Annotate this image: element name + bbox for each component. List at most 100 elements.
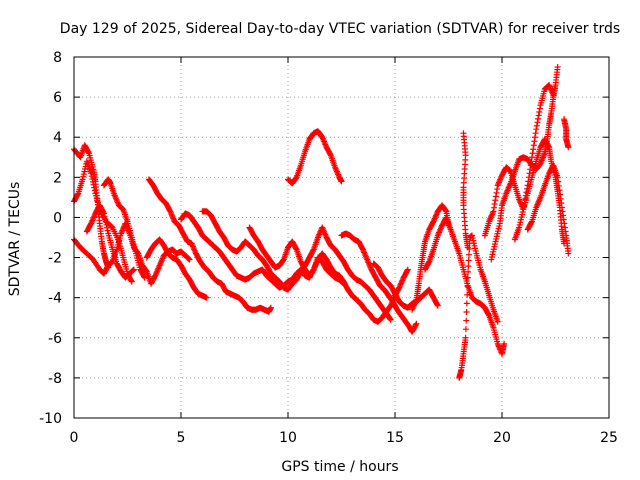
data-point-marker xyxy=(463,308,470,315)
data-point-marker xyxy=(527,166,534,173)
series-track-p xyxy=(456,232,501,381)
data-point-marker xyxy=(425,259,432,266)
series-track-e xyxy=(100,176,148,281)
y-tick-label: -4 xyxy=(48,291,62,307)
data-point-marker xyxy=(310,247,317,254)
data-point-marker xyxy=(550,92,557,99)
data-point-marker xyxy=(88,170,95,177)
data-point-marker xyxy=(74,191,81,198)
x-tick-label: 25 xyxy=(600,430,618,446)
data-markers xyxy=(71,64,572,381)
series-track-r xyxy=(488,64,561,263)
data-point-marker xyxy=(128,277,135,284)
data-point-marker xyxy=(91,184,98,191)
data-point-marker xyxy=(490,208,497,215)
y-tick-label: -10 xyxy=(39,411,62,427)
data-point-marker xyxy=(89,176,96,183)
data-point-marker xyxy=(413,320,420,327)
series-track-k xyxy=(285,128,345,187)
x-tick-label: 10 xyxy=(279,430,297,446)
data-point-marker xyxy=(555,178,562,185)
data-point-marker xyxy=(530,142,537,149)
data-point-marker xyxy=(559,208,566,215)
data-point-marker xyxy=(186,256,193,263)
x-tick-label: 15 xyxy=(386,430,404,446)
data-point-marker xyxy=(338,178,345,185)
data-point-marker xyxy=(493,189,500,196)
y-tick-label: 2 xyxy=(53,170,62,186)
series-track-v xyxy=(561,116,572,151)
data-point-marker xyxy=(492,197,499,204)
x-tick-label: 5 xyxy=(177,430,186,446)
y-tick-label: 4 xyxy=(53,130,62,146)
data-point-marker xyxy=(536,105,543,112)
data-point-marker xyxy=(465,268,472,275)
data-point-marker xyxy=(141,274,148,281)
data-point-marker xyxy=(532,134,539,141)
data-point-marker xyxy=(387,316,394,323)
data-point-marker xyxy=(465,257,472,264)
data-point-marker xyxy=(560,216,567,223)
data-point-marker xyxy=(556,187,563,194)
data-point-marker xyxy=(494,186,501,193)
data-point-marker xyxy=(492,193,499,200)
data-point-marker xyxy=(267,304,274,311)
series-track-i xyxy=(199,208,394,323)
y-tick-label: -8 xyxy=(48,371,62,387)
data-point-marker xyxy=(203,294,210,301)
data-point-marker xyxy=(104,224,111,231)
data-point-marker xyxy=(442,207,449,214)
data-point-marker xyxy=(412,321,419,328)
y-tick-label: 6 xyxy=(53,90,62,106)
data-point-marker xyxy=(531,138,538,145)
data-point-marker xyxy=(462,334,469,341)
series-track-t xyxy=(511,136,568,247)
data-point-marker xyxy=(545,143,552,150)
data-point-marker xyxy=(462,326,469,333)
series-track-f xyxy=(143,236,210,301)
data-point-marker xyxy=(104,227,111,234)
plot-frame xyxy=(73,56,610,419)
data-point-marker xyxy=(141,273,148,280)
data-point-marker xyxy=(91,187,98,194)
data-point-marker xyxy=(102,219,109,226)
data-point-marker xyxy=(561,220,568,227)
series-track-q xyxy=(460,130,471,251)
series-track-a xyxy=(71,142,112,271)
y-tick-label: 0 xyxy=(53,210,62,226)
data-point-marker xyxy=(491,204,498,211)
x-tick-label: 20 xyxy=(493,430,511,446)
data-point-marker xyxy=(561,224,568,231)
series-track-d xyxy=(83,202,137,281)
data-point-marker xyxy=(558,204,565,211)
data-point-marker xyxy=(565,144,572,151)
data-point-marker xyxy=(90,181,97,188)
data-point-marker xyxy=(464,274,471,281)
data-point-marker xyxy=(463,317,470,324)
data-point-marker xyxy=(557,195,564,202)
data-point-marker xyxy=(532,130,539,137)
data-point-marker xyxy=(562,228,569,235)
data-point-marker xyxy=(100,209,107,216)
data-point-marker xyxy=(535,115,542,122)
data-point-marker xyxy=(464,291,471,298)
data-point-marker xyxy=(565,250,572,257)
data-point-marker xyxy=(292,245,299,252)
data-point-marker xyxy=(560,212,567,219)
data-point-marker xyxy=(465,251,472,258)
data-point-marker xyxy=(327,151,334,158)
data-point-marker xyxy=(534,119,541,126)
data-point-marker xyxy=(130,266,137,273)
data-point-marker xyxy=(533,126,540,133)
data-point-marker xyxy=(554,64,561,71)
data-point-marker xyxy=(528,154,535,161)
data-point-marker xyxy=(434,302,441,309)
grid-lines xyxy=(74,57,609,418)
x-tick-label: 0 xyxy=(70,430,79,446)
data-point-marker xyxy=(101,213,108,220)
data-point-marker xyxy=(100,210,107,217)
series-track-n xyxy=(409,202,452,313)
data-point-marker xyxy=(103,221,110,228)
y-tick-label: -6 xyxy=(48,331,62,347)
